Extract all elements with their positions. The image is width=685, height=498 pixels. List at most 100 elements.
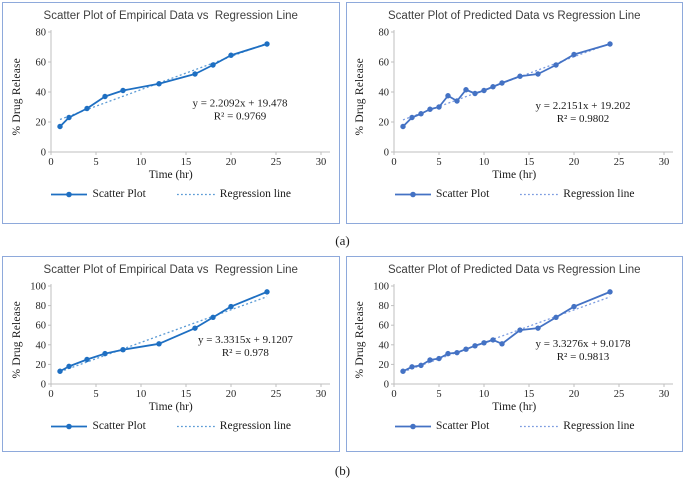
y-tick-label: 40 [35,88,46,99]
r-squared-text: R² = 0.9769 [213,110,266,122]
r-squared-text: R² = 0.978 [222,347,270,359]
data-point-marker [210,314,216,321]
data-point-marker [418,362,424,369]
data-point-marker [57,368,63,374]
legend-scatter-marker [66,191,73,197]
legend: Scatter Plot Regression line [394,420,635,432]
figure-label-b: (b) [334,463,351,478]
legend-item-scatter: Scatter Plot [394,420,489,432]
data-point-marker [517,73,523,79]
data-point-marker [481,87,487,94]
y-tick-label: 60 [379,58,390,69]
legend-item-regression: Regression line [176,420,291,432]
data-point-marker [535,325,541,331]
legend-swatch-scatter-line [51,423,88,429]
x-tick-label: 30 [659,157,670,168]
data-point-marker [400,123,406,130]
y-tick-label: 40 [379,340,390,351]
legend-label-regression: Regression line [563,420,635,432]
y-axis-label: % Drug Release [10,58,23,136]
data-point-marker [102,350,108,357]
chart-body: % Drug Release 0 5 10 15 20 25 30 0 20 40 60 80 100 y … [11,278,331,402]
data-point-marker [192,325,198,331]
legend-scatter-marker [410,423,416,429]
y-tick-label: 0 [384,148,389,159]
chart-title: Scatter Plot of Empirical Data vs Regres… [43,264,298,276]
legend-item-scatter: Scatter Plot [394,188,489,200]
equation-text: y = 2.2092x + 19.478 [192,97,287,109]
data-point-marker [553,314,559,321]
chart-panel-predicted-a: Scatter Plot of Predicted Data vs Regres… [345,2,683,224]
y-tick-label: 20 [35,360,46,371]
data-point-marker [409,114,415,121]
x-axis-label: Time (hr) [148,169,193,181]
data-point-marker [436,104,442,110]
legend-scatter-marker [66,423,73,429]
data-point-marker [409,364,415,370]
plot-svg: 0 5 10 15 20 25 30 0 20 40 60 80 y = 2.2151x + 19.20… [379,28,674,168]
x-tick-label: 15 [181,157,192,168]
y-tick-label: 100 [374,282,390,293]
legend-label-scatter: Scatter Plot [435,188,490,200]
y-tick-label: 60 [35,321,46,332]
data-series-line [59,291,268,373]
chart-panel-predicted-b: Scatter Plot of Predicted Data vs Regres… [345,256,683,452]
legend-swatch-scatter-line [394,191,431,197]
x-tick-label: 30 [316,157,327,168]
plot-svg: 0 5 10 15 20 25 30 0 20 40 60 80 y = 2.2092x + 19.47… [35,28,330,168]
x-tick-label: 10 [136,157,147,168]
data-point-marker [427,106,433,112]
y-tick-label: 0 [41,148,46,159]
r-squared-text: R² = 0.9813 [557,351,610,363]
data-point-marker [192,71,198,77]
data-point-marker [490,84,496,90]
x-tick-label: 20 [569,389,580,400]
legend-item-scatter: Scatter Plot [50,420,146,432]
data-series-line [59,43,268,128]
data-point-marker [156,341,162,347]
legend-swatch-scatter-line [394,423,431,429]
data-point-marker [228,52,234,58]
data-point-marker [472,90,478,97]
y-tick-label: 0 [384,380,389,391]
data-point-marker [418,111,424,117]
data-point-marker [499,80,505,86]
x-tick-label: 5 [437,157,442,168]
y-tick-label: 40 [35,340,46,351]
data-point-marker [553,62,559,68]
plot-svg: 0 5 10 15 20 25 30 0 20 40 60 80 100 y = 3.3315x + 9.… [30,282,330,400]
figure-label-a: (a) [335,233,350,248]
x-tick-label: 25 [614,389,625,400]
data-point-marker [517,327,523,333]
y-tick-label: 100 [30,282,46,293]
data-point-marker [264,41,270,47]
legend-item-regression: Regression line [519,188,635,200]
legend-swatch-regression-line [176,193,215,195]
x-axis-label: Time (hr) [492,401,537,413]
data-point-marker [481,340,487,346]
legend: Scatter Plot Regression line [394,188,635,200]
x-tick-label: 5 [93,389,98,400]
x-tick-label: 25 [271,389,282,400]
chart-body: % Drug Release 0 5 10 15 20 25 30 0 20 40 60 80 y = 2… [11,24,331,170]
legend-label-scatter: Scatter Plot [92,420,146,432]
chart-title: Scatter Plot of Empirical Data vs Regres… [43,10,298,22]
data-point-marker [210,62,216,68]
legend-label-scatter: Scatter Plot [92,188,146,200]
legend-label-scatter: Scatter Plot [435,420,490,432]
x-tick-label: 15 [524,157,535,168]
y-tick-label: 40 [379,88,390,99]
data-point-marker [445,350,451,357]
y-tick-label: 20 [379,118,390,129]
x-tick-label: 10 [479,389,490,400]
x-tick-label: 0 [48,157,53,168]
regression-line [59,42,267,121]
plot-svg: 0 5 10 15 20 25 30 0 20 40 60 80 100 y = 3.3276x + 9.… [374,282,674,400]
y-axis-label: % Drug Release [354,58,367,136]
data-point-marker [228,303,234,310]
data-point-marker [66,114,72,121]
data-point-marker [120,347,126,353]
legend-swatch-regression-line [520,425,559,427]
legend-label-regression: Regression line [563,188,635,200]
x-tick-label: 25 [271,157,282,168]
